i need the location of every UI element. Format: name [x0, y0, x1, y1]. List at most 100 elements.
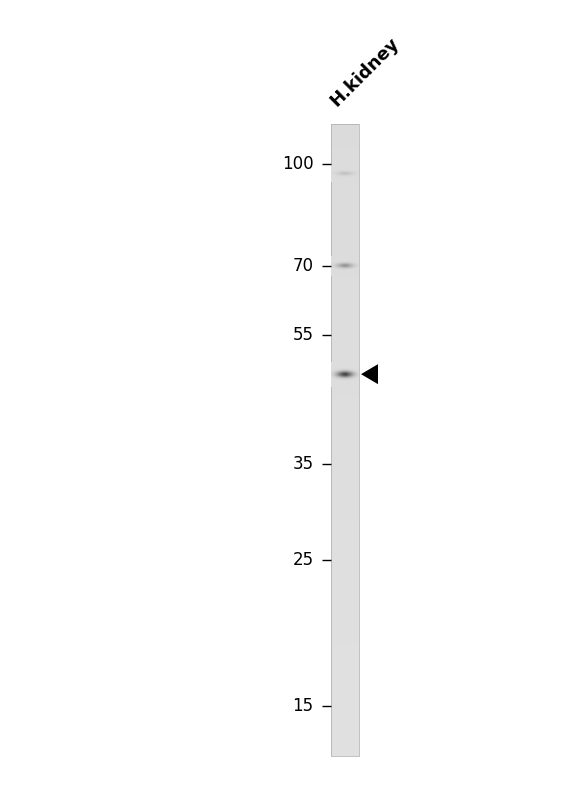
Bar — [331, 569, 359, 570]
Bar — [331, 510, 359, 512]
Bar — [331, 707, 359, 710]
Bar — [331, 320, 359, 322]
Bar — [331, 141, 359, 143]
Bar — [331, 400, 359, 402]
Bar — [331, 613, 359, 615]
Bar — [331, 408, 359, 410]
Bar — [331, 333, 359, 334]
Bar — [331, 374, 359, 377]
Bar — [331, 248, 359, 250]
Bar — [331, 366, 359, 368]
Bar — [331, 297, 359, 299]
Bar — [331, 706, 359, 707]
Bar — [331, 733, 359, 735]
Bar — [331, 657, 359, 659]
Bar — [331, 328, 359, 330]
Bar — [331, 164, 359, 166]
Bar — [331, 449, 359, 450]
Bar — [331, 198, 359, 200]
Bar — [331, 155, 359, 158]
Bar — [331, 493, 359, 494]
Bar — [331, 712, 359, 714]
Bar — [331, 482, 359, 484]
Bar — [331, 627, 359, 630]
Bar — [331, 621, 359, 623]
Bar — [331, 726, 359, 729]
Bar — [331, 360, 359, 362]
Bar — [331, 124, 359, 126]
Bar — [331, 444, 359, 446]
Bar — [331, 560, 359, 562]
Bar — [331, 516, 359, 518]
Bar — [331, 227, 359, 230]
Bar — [331, 453, 359, 454]
Bar — [331, 547, 359, 550]
Bar — [331, 390, 359, 391]
Bar — [331, 364, 359, 366]
Bar — [331, 322, 359, 324]
Bar — [331, 546, 359, 547]
Bar — [331, 362, 359, 364]
Bar — [331, 238, 359, 240]
Bar — [331, 524, 359, 526]
Bar — [331, 494, 359, 497]
Bar — [331, 151, 359, 154]
Bar — [331, 438, 359, 440]
Bar — [331, 160, 359, 162]
Bar — [331, 543, 359, 546]
Bar — [331, 638, 359, 640]
Text: 100: 100 — [282, 154, 314, 173]
Bar — [331, 714, 359, 716]
Bar — [331, 663, 359, 666]
Bar — [331, 454, 359, 457]
Bar — [331, 682, 359, 684]
Bar — [331, 497, 359, 499]
Bar — [331, 330, 359, 333]
Bar — [331, 210, 359, 213]
Bar — [331, 440, 359, 442]
Bar — [331, 318, 359, 320]
Bar — [331, 208, 359, 210]
Bar — [331, 522, 359, 524]
Bar — [331, 550, 359, 552]
Bar — [331, 204, 359, 206]
Bar — [331, 242, 359, 244]
Bar — [331, 737, 359, 739]
Bar — [331, 463, 359, 466]
Bar — [331, 514, 359, 516]
Bar — [331, 311, 359, 314]
Bar — [331, 596, 359, 598]
Bar — [331, 263, 359, 265]
Bar — [331, 316, 359, 318]
Bar — [331, 575, 359, 577]
Bar — [331, 570, 359, 573]
Bar — [331, 615, 359, 617]
Bar — [331, 391, 359, 394]
Bar — [331, 356, 359, 358]
Bar — [331, 600, 359, 602]
Bar — [331, 689, 359, 690]
Bar — [331, 577, 359, 579]
Bar — [331, 716, 359, 718]
Bar — [331, 752, 359, 754]
Bar — [331, 579, 359, 581]
Bar — [331, 170, 359, 173]
Bar — [331, 466, 359, 467]
Bar — [331, 562, 359, 564]
Bar — [331, 274, 359, 276]
Bar — [331, 346, 359, 347]
Text: 55: 55 — [293, 326, 314, 344]
Bar — [331, 537, 359, 539]
Bar — [331, 217, 359, 219]
Bar — [331, 735, 359, 737]
Bar — [331, 240, 359, 242]
Bar — [331, 747, 359, 750]
Bar — [331, 617, 359, 619]
Bar — [331, 697, 359, 699]
Bar — [331, 581, 359, 583]
Bar — [331, 529, 359, 530]
Bar — [331, 476, 359, 478]
Polygon shape — [361, 364, 378, 384]
Bar — [331, 351, 359, 354]
Bar — [331, 334, 359, 337]
